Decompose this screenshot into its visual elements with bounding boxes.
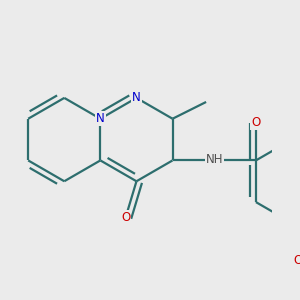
- Text: N: N: [96, 112, 105, 125]
- Text: O: O: [293, 254, 300, 266]
- Text: O: O: [121, 211, 130, 224]
- Text: NH: NH: [206, 153, 223, 167]
- Text: O: O: [251, 116, 260, 129]
- Text: N: N: [132, 92, 141, 104]
